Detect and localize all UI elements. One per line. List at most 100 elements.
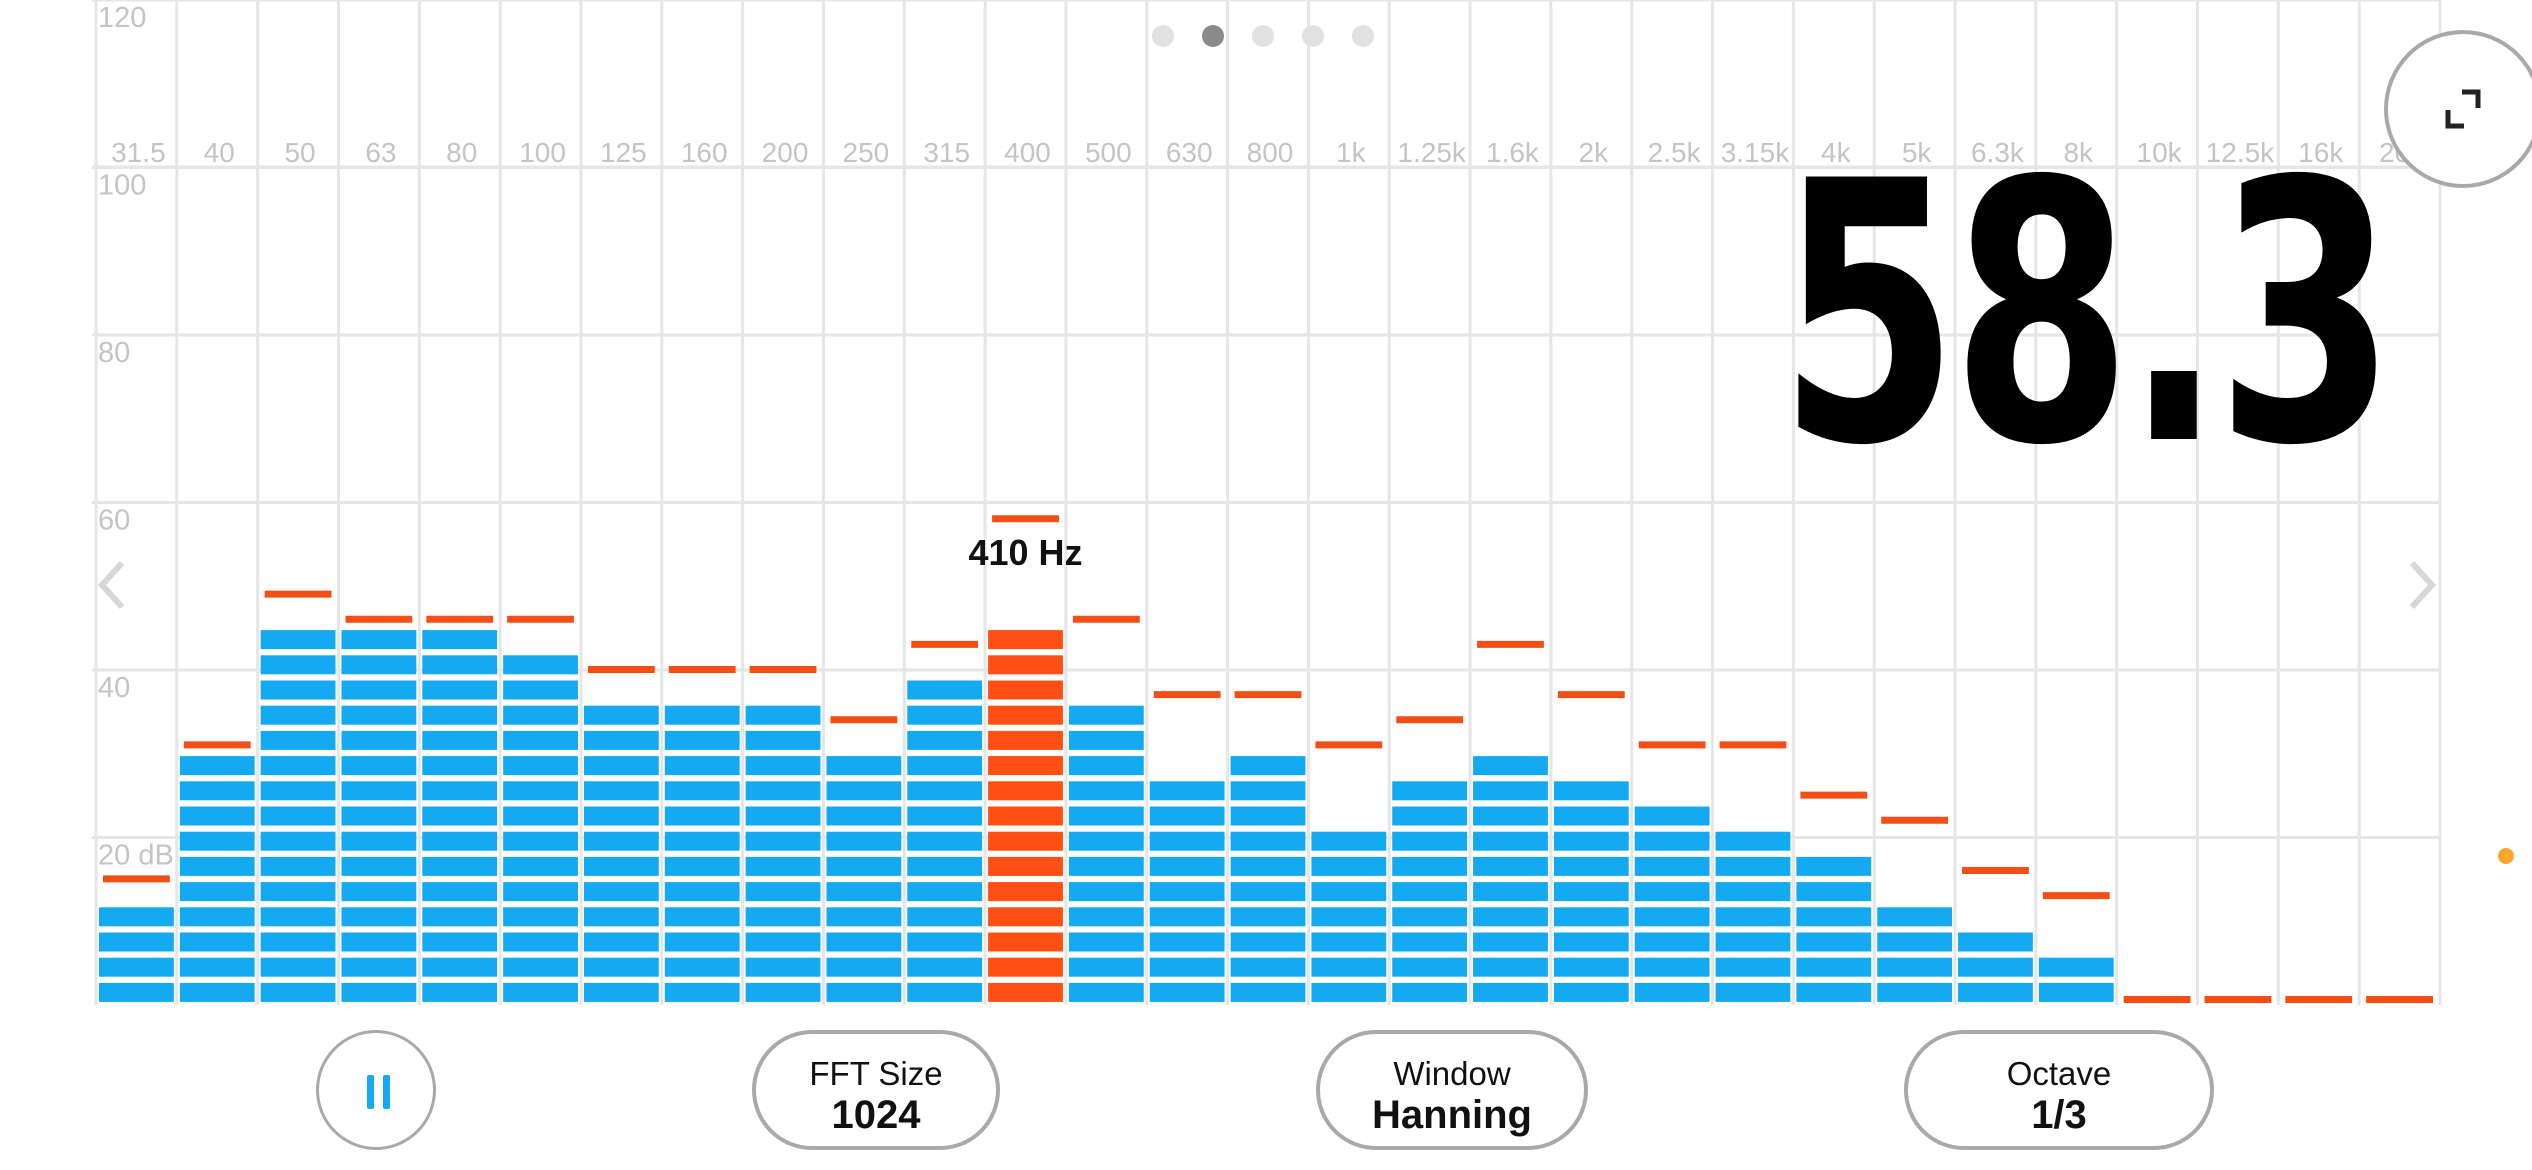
level-bar-segment bbox=[745, 781, 821, 801]
level-bar-segment bbox=[260, 882, 336, 902]
level-bar-segment bbox=[583, 756, 659, 776]
level-bar-segment bbox=[1311, 982, 1387, 1002]
level-bar-segment bbox=[1311, 882, 1387, 902]
frequency-tick-label: 12.5k bbox=[2206, 137, 2275, 168]
level-bar-segment bbox=[1796, 856, 1872, 876]
level-bar-segment bbox=[260, 680, 336, 700]
pause-button[interactable] bbox=[316, 1030, 436, 1150]
level-bar-segment bbox=[422, 655, 498, 675]
level-bar-segment bbox=[583, 705, 659, 725]
level-bar-segment bbox=[1473, 806, 1548, 826]
chevron-left-icon bbox=[97, 560, 125, 610]
level-bar-segment bbox=[988, 806, 1063, 826]
page-dot[interactable] bbox=[1302, 25, 1324, 47]
peak-hold-marker bbox=[830, 716, 898, 724]
fft-size-button[interactable]: FFT Size 1024 bbox=[752, 1030, 1000, 1150]
level-bar-segment bbox=[1311, 907, 1387, 927]
previous-page-button[interactable] bbox=[92, 555, 132, 615]
level-bar-segment bbox=[1553, 882, 1629, 902]
level-bar-segment bbox=[341, 756, 417, 776]
window-value: Hanning bbox=[1372, 1093, 1532, 1137]
level-bar-segment bbox=[988, 730, 1063, 750]
level-bar-segment bbox=[826, 932, 902, 952]
octave-value: 1/3 bbox=[2031, 1093, 2087, 1137]
level-bar-segment bbox=[583, 982, 659, 1002]
level-bar-segment bbox=[1796, 957, 1872, 977]
level-bar-segment bbox=[1796, 932, 1872, 952]
level-bar-segment bbox=[907, 781, 983, 801]
level-bar-segment bbox=[1230, 882, 1306, 902]
level-bar-segment bbox=[503, 831, 578, 851]
peak-hold-marker bbox=[1153, 691, 1221, 699]
level-bar-segment bbox=[1068, 806, 1144, 826]
level-bar-segment bbox=[583, 957, 659, 977]
level-bar-segment bbox=[1553, 781, 1629, 801]
page-dot[interactable] bbox=[1152, 25, 1174, 47]
octave-caption: Octave bbox=[2006, 1055, 2112, 1092]
level-bar-segment bbox=[260, 705, 336, 725]
peak-hold-marker bbox=[1638, 741, 1706, 749]
level-bar-segment bbox=[1715, 982, 1791, 1002]
peak-hold-marker bbox=[507, 615, 574, 623]
peak-hold-marker bbox=[587, 666, 655, 673]
peak-hold-marker bbox=[2042, 892, 2110, 900]
level-bar-segment bbox=[1553, 932, 1629, 952]
level-bar-segment bbox=[907, 806, 983, 826]
level-bar-segment bbox=[341, 655, 417, 675]
level-bar-segment bbox=[1634, 882, 1710, 902]
level-bar-segment bbox=[422, 882, 498, 902]
level-bar-segment bbox=[907, 957, 983, 977]
level-bar-segment bbox=[1311, 932, 1387, 952]
level-bar-segment bbox=[1634, 831, 1710, 851]
y-tick-label: 100 bbox=[98, 170, 146, 202]
level-bar-segment bbox=[988, 982, 1063, 1002]
frequency-tick-label: 10k bbox=[2137, 137, 2183, 168]
peak-hold-marker bbox=[2285, 996, 2353, 1003]
window-button[interactable]: Window Hanning bbox=[1316, 1030, 1588, 1150]
peak-hold-marker bbox=[1315, 741, 1383, 749]
level-bar-segment bbox=[664, 781, 740, 801]
level-bar-segment bbox=[1392, 882, 1468, 902]
peak-hold-marker bbox=[1072, 615, 1140, 623]
frequency-tick-label: 16k bbox=[2298, 137, 2344, 168]
level-bar-segment bbox=[1877, 907, 1953, 927]
level-bar-segment bbox=[1877, 932, 1953, 952]
level-bar-segment bbox=[988, 680, 1063, 700]
peak-hold-marker bbox=[1234, 691, 1302, 699]
level-bar-segment bbox=[1473, 932, 1548, 952]
level-bar-segment bbox=[179, 781, 255, 801]
level-bar-segment bbox=[179, 882, 255, 902]
level-bar-segment bbox=[422, 957, 498, 977]
frequency-tick-label: 80 bbox=[446, 137, 477, 168]
level-bar-segment bbox=[503, 756, 578, 776]
level-bar-segment bbox=[826, 957, 902, 977]
level-bar-segment bbox=[583, 831, 659, 851]
page-dot[interactable] bbox=[1252, 25, 1274, 47]
page-dot[interactable] bbox=[1202, 25, 1224, 47]
level-bar-segment bbox=[1068, 705, 1144, 725]
expand-button[interactable] bbox=[2384, 30, 2532, 188]
frequency-tick-label: 200 bbox=[762, 137, 809, 168]
level-bar-segment bbox=[1068, 882, 1144, 902]
level-bar-segment bbox=[988, 630, 1063, 650]
octave-button[interactable]: Octave 1/3 bbox=[1904, 1030, 2214, 1150]
level-bar-segment bbox=[503, 882, 578, 902]
level-bar-segment bbox=[664, 932, 740, 952]
level-bar-segment bbox=[583, 806, 659, 826]
page-dot[interactable] bbox=[1352, 25, 1374, 47]
fft-size-caption: FFT Size bbox=[809, 1055, 943, 1092]
level-bar-segment bbox=[99, 957, 174, 977]
level-bar-segment bbox=[745, 957, 821, 977]
level-bar-segment bbox=[1149, 932, 1225, 952]
level-bar-segment bbox=[422, 932, 498, 952]
next-page-button[interactable] bbox=[2402, 555, 2442, 615]
level-bar-segment bbox=[503, 907, 578, 927]
level-bar-segment bbox=[1230, 756, 1306, 776]
level-bar-segment bbox=[988, 907, 1063, 927]
level-bar-segment bbox=[1149, 806, 1225, 826]
peak-hold-marker bbox=[345, 615, 413, 623]
level-bar-segment bbox=[503, 982, 578, 1002]
level-bar-segment bbox=[260, 781, 336, 801]
level-bar-segment bbox=[1553, 856, 1629, 876]
level-bar-segment bbox=[745, 982, 821, 1002]
